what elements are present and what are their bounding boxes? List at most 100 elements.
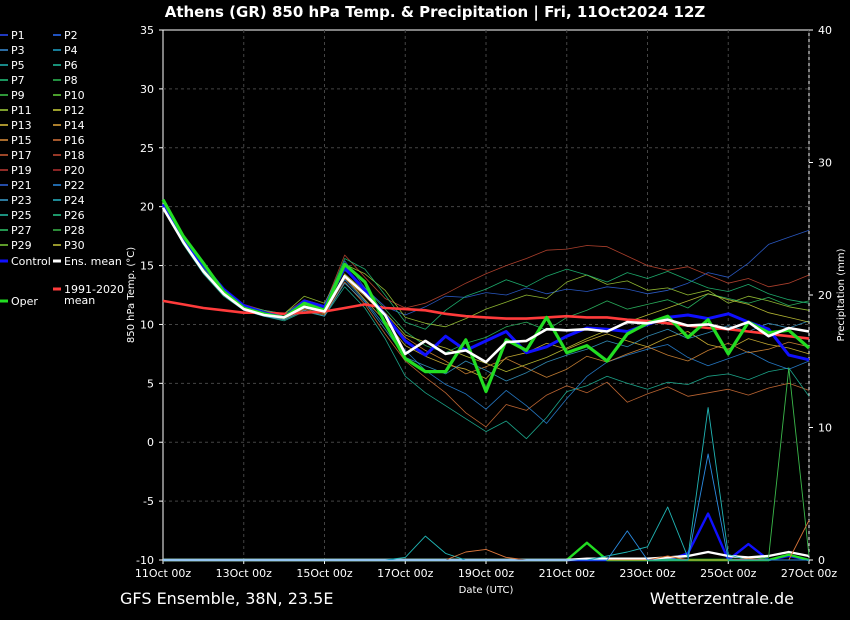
legend-item: P30	[53, 239, 85, 252]
legend-item: P20	[53, 164, 85, 177]
legend-label: P28	[64, 224, 85, 237]
x-tick-label: 17Oct 00z	[377, 567, 434, 580]
legend-item: P14	[53, 119, 85, 132]
legend-item: P27	[0, 224, 32, 237]
legend-label: P26	[64, 209, 85, 222]
legend-label: P18	[64, 149, 85, 162]
series-line-p-mid7	[162, 206, 810, 382]
legend-label: Oper	[11, 295, 38, 308]
legend-label: P1	[11, 29, 25, 42]
legend-item: P3	[0, 44, 25, 57]
precip-line-p-spike4	[163, 453, 809, 561]
y-tick-label: -10	[136, 554, 154, 567]
x-tick-label: 21Oct 00z	[539, 567, 596, 580]
legend-item: P26	[53, 209, 85, 222]
legend-item: P12	[53, 104, 85, 117]
y-axis-label: 850 hPa Temp. (°C)	[126, 247, 137, 343]
footer-website: Wetterzentrale.de	[650, 589, 794, 608]
legend-label: 1991-2020	[64, 283, 124, 296]
legend-item: P8	[53, 74, 78, 87]
legend-label: P4	[64, 44, 78, 57]
legend-label: P14	[64, 119, 85, 132]
series-line-ens-mean	[161, 207, 810, 364]
legend-label: P24	[64, 194, 85, 207]
legend-item: P16	[53, 134, 85, 147]
legend-label: P12	[64, 104, 85, 117]
x-tick-label: 11Oct 00z	[135, 567, 192, 580]
legend-label: P7	[11, 74, 25, 87]
y-tick-label: -5	[143, 495, 154, 508]
legend-label: P11	[11, 104, 32, 117]
y-axis-ticks: 35 30 25 20 15 10 5 0 -5 -10	[136, 24, 163, 567]
x-axis-label: Date (UTC)	[459, 585, 514, 596]
legend-label: P8	[64, 74, 78, 87]
legend-label: P15	[11, 134, 32, 147]
y2-tick-label: 10	[818, 422, 832, 435]
legend-label: P13	[11, 119, 32, 132]
legend-item: P18	[53, 149, 85, 162]
legend-label: P9	[11, 89, 25, 102]
x-tick-label: 27Oct 00z	[781, 567, 838, 580]
legend-item: Ens. mean	[53, 255, 122, 268]
legend-label: P19	[11, 164, 32, 177]
legend-item: P9	[0, 89, 25, 102]
legend-item: P1	[0, 29, 25, 42]
legend-item: P15	[0, 134, 32, 147]
legend-label: P23	[11, 194, 32, 207]
x-tick-label: 13Oct 00z	[216, 567, 273, 580]
legend-item: P28	[53, 224, 85, 237]
legend-item: P22	[53, 179, 85, 192]
y-tick-label: 35	[140, 24, 154, 37]
legend-item: P5	[0, 59, 25, 72]
legend-item: P11	[0, 104, 32, 117]
legend-item: P10	[53, 89, 85, 102]
legend-label: P22	[64, 179, 85, 192]
y-tick-label: 20	[140, 201, 154, 214]
legend-item: P29	[0, 239, 32, 252]
legend-label: mean	[64, 294, 95, 307]
footer-source: GFS Ensemble, 38N, 23.5E	[120, 589, 333, 608]
y2-tick-label: 0	[818, 554, 825, 567]
legend-label: P5	[11, 59, 25, 72]
legend-item: P17	[0, 149, 32, 162]
y2-axis-label: Precipitation (mm)	[836, 248, 847, 341]
legend-label: P3	[11, 44, 25, 57]
legend-item: P6	[53, 59, 78, 72]
x-tick-label: 23Oct 00z	[619, 567, 676, 580]
y2-tick-label: 40	[818, 24, 832, 37]
legend-item: Oper	[0, 295, 38, 308]
y-tick-label: 30	[140, 83, 154, 96]
y2-tick-label: 20	[818, 289, 832, 302]
legend-item: P24	[53, 194, 85, 207]
y-tick-label: 15	[140, 260, 154, 273]
legend-item: P4	[53, 44, 78, 57]
legend-label: P10	[64, 89, 85, 102]
legend-item: P19	[0, 164, 32, 177]
x-tick-label: 25Oct 00z	[700, 567, 757, 580]
legend-label: Ens. mean	[64, 255, 122, 268]
x-tick-label: 19Oct 00z	[458, 567, 515, 580]
y-tick-label: 25	[140, 142, 154, 155]
y-tick-label: 10	[140, 318, 154, 331]
y-tick-label: 0	[147, 436, 154, 449]
legend-label: P21	[11, 179, 32, 192]
legend-label: P29	[11, 239, 32, 252]
legend-label: P6	[64, 59, 78, 72]
legend-item: P23	[0, 194, 32, 207]
legend-label: P27	[11, 224, 32, 237]
legend-item: P7	[0, 74, 25, 87]
x-tick-label: 15Oct 00z	[296, 567, 353, 580]
legend-item: P13	[0, 119, 32, 132]
legend: P1 P2 P3 P4 P5 P6 P7 P8 P9 P10 P11 P12 P13 P14 P15 P16 P…	[0, 29, 124, 308]
legend-item: Control	[0, 255, 51, 268]
legend-label: P17	[11, 149, 32, 162]
legend-item: P21	[0, 179, 32, 192]
y2-tick-label: 30	[818, 157, 832, 170]
y-tick-label: 5	[147, 377, 154, 390]
plot-lines	[161, 198, 811, 562]
legend-item: P2	[53, 29, 78, 42]
legend-label: P2	[64, 29, 78, 42]
legend-label: P25	[11, 209, 32, 222]
